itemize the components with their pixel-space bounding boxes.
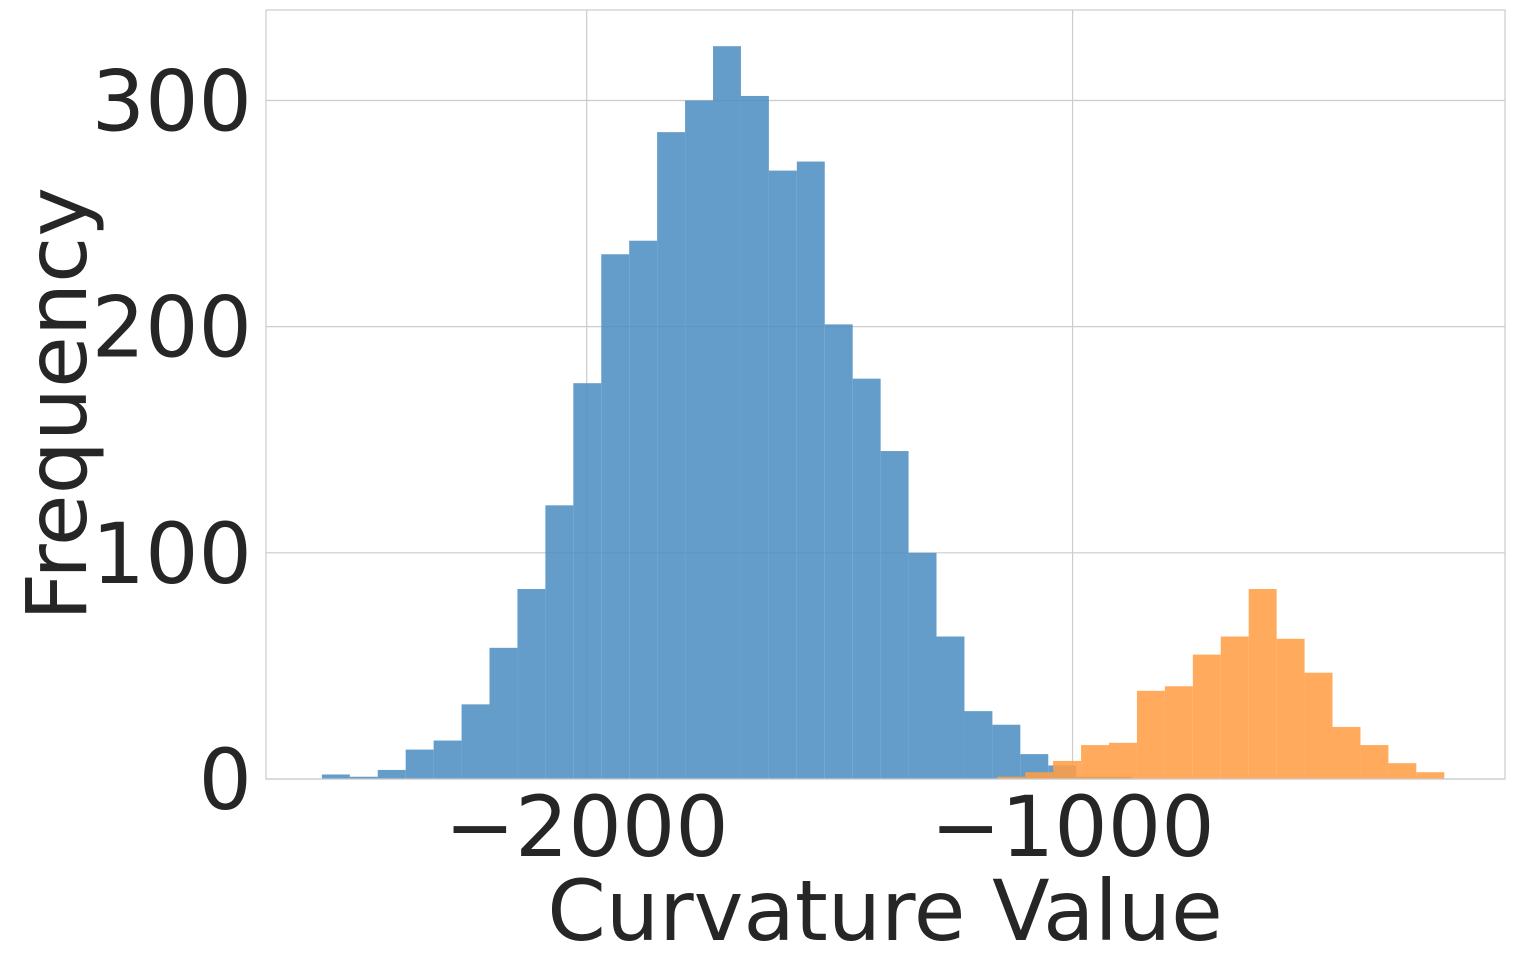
histogram-bar-series-1 bbox=[713, 46, 741, 780]
histogram-bar-series-2 bbox=[1053, 760, 1082, 779]
histogram-bar-series-2 bbox=[1109, 742, 1137, 779]
histogram-bar-series-1 bbox=[880, 451, 909, 779]
y-tick-label: 100 bbox=[92, 505, 252, 603]
ticks-layer: −2000 −1000 0 100 200 300 bbox=[92, 52, 1215, 876]
histogram-bar-series-1 bbox=[433, 740, 462, 779]
histogram-bar-series-2 bbox=[1164, 686, 1193, 779]
histogram-bar-series-1 bbox=[545, 505, 574, 779]
histogram-bar-series-2 bbox=[1248, 589, 1277, 779]
histogram-bar-series-2 bbox=[1025, 772, 1054, 779]
y-tick-label: 300 bbox=[92, 52, 252, 150]
histogram-bar-series-1 bbox=[573, 383, 602, 779]
histogram-bar-series-1 bbox=[461, 704, 490, 779]
y-axis-title: Frequency bbox=[8, 187, 106, 621]
histogram-bar-series-1 bbox=[796, 161, 825, 780]
histogram-bar-series-2 bbox=[1136, 690, 1165, 779]
bars-layer bbox=[321, 46, 1445, 780]
histogram-bar-series-1 bbox=[657, 132, 686, 779]
histogram-bar-series-2 bbox=[1360, 745, 1389, 779]
histogram-bar-series-2 bbox=[1332, 726, 1361, 779]
histogram-bar-series-2 bbox=[1081, 745, 1110, 779]
histogram-bar-series-1 bbox=[936, 636, 965, 779]
histogram-bar-series-1 bbox=[768, 170, 797, 779]
histogram-bar-series-1 bbox=[321, 774, 350, 779]
histogram-bar-series-1 bbox=[992, 724, 1021, 779]
histogram-bar-series-1 bbox=[824, 324, 853, 779]
x-tick-label: −1000 bbox=[930, 778, 1214, 876]
histogram-bar-series-1 bbox=[740, 95, 769, 779]
histogram-bar-series-1 bbox=[349, 776, 378, 779]
histogram-bar-series-1 bbox=[489, 647, 518, 779]
histogram-bar-series-2 bbox=[1276, 638, 1305, 779]
histogram-bar-series-1 bbox=[964, 711, 993, 779]
histogram-bar-series-1 bbox=[908, 552, 937, 779]
histogram-bar-series-1 bbox=[377, 769, 406, 779]
plot-frame bbox=[265, 9, 1506, 780]
y-tick-label: 0 bbox=[199, 731, 252, 829]
histogram-bar-series-1 bbox=[405, 749, 434, 779]
histogram-bar-series-2 bbox=[1388, 763, 1417, 779]
histogram-bar-series-2 bbox=[1220, 636, 1249, 779]
histogram-bar-series-2 bbox=[1304, 672, 1333, 779]
x-axis-title: Curvature Value bbox=[547, 862, 1223, 960]
histogram-bar-series-2 bbox=[997, 776, 1026, 779]
histogram-bar-series-1 bbox=[629, 240, 658, 779]
histogram-bar-series-1 bbox=[601, 254, 630, 780]
histogram-bar-series-2 bbox=[1192, 654, 1221, 779]
x-tick-label: −2000 bbox=[445, 778, 729, 876]
histogram-bar-series-1 bbox=[852, 378, 881, 779]
y-tick-label: 200 bbox=[92, 279, 252, 377]
histogram-bar-series-1 bbox=[517, 589, 546, 779]
histogram-bar-series-2 bbox=[1416, 772, 1445, 779]
histogram-bar-series-1 bbox=[685, 100, 714, 780]
